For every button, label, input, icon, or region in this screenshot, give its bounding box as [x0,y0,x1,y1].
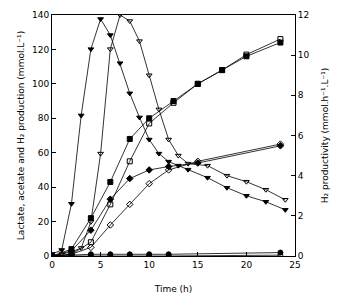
svg-text:120: 120 [32,45,49,55]
svg-text:80: 80 [38,113,50,123]
svg-text:20: 20 [38,217,50,227]
svg-text:140: 140 [32,10,49,20]
svg-text:8: 8 [298,90,304,100]
svg-text:60: 60 [38,148,50,158]
svg-text:20: 20 [241,260,253,270]
svg-text:15: 15 [192,260,203,270]
svg-text:12: 12 [298,10,309,20]
svg-text:Lactate, acetate and H₂ produc: Lactate, acetate and H₂ production (mmol… [16,31,26,240]
svg-text:4: 4 [298,171,304,181]
svg-text:10: 10 [143,260,155,270]
svg-text:0: 0 [298,251,304,261]
svg-text:10: 10 [298,50,310,60]
svg-text:0: 0 [43,251,49,261]
svg-text:H₂ productivity (mmol.h⁻¹.L⁻¹): H₂ productivity (mmol.h⁻¹.L⁻¹) [320,68,330,204]
svg-text:Time (h): Time (h) [154,284,193,294]
svg-text:2: 2 [298,211,304,221]
svg-text:25: 25 [289,260,300,270]
svg-text:100: 100 [32,79,49,89]
svg-text:0: 0 [49,260,55,270]
svg-text:5: 5 [98,260,104,270]
svg-text:40: 40 [38,182,50,192]
svg-text:6: 6 [298,131,304,141]
